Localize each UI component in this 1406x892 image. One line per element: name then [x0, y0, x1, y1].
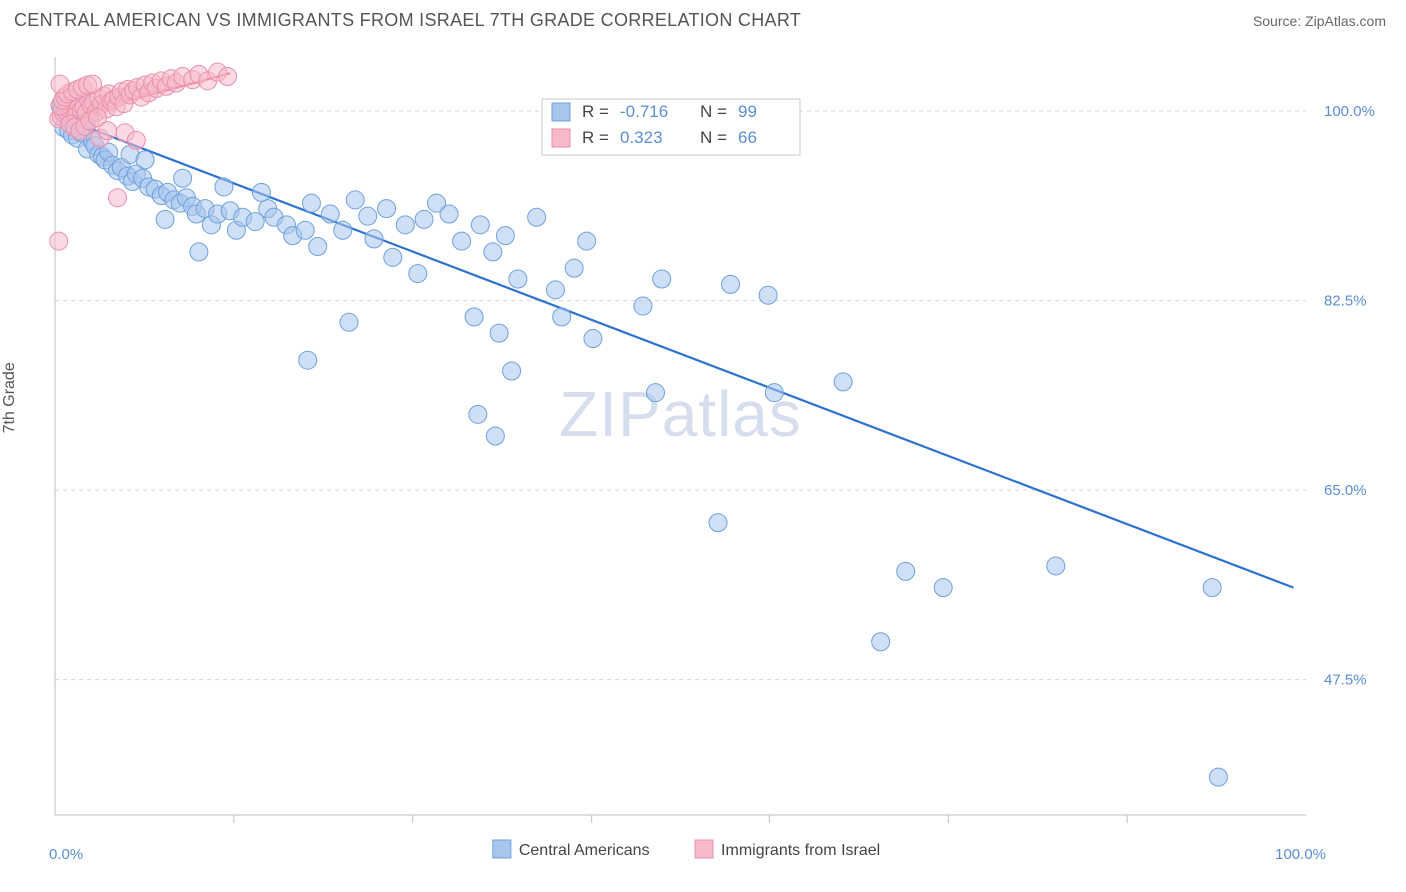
scatter-point [378, 200, 396, 218]
scatter-point [509, 270, 527, 288]
source-attribution: Source: ZipAtlas.com [1253, 13, 1386, 29]
scatter-point [127, 131, 145, 149]
scatter-point [440, 205, 458, 223]
scatter-point [471, 216, 489, 234]
scatter-point [321, 205, 339, 223]
scatter-point [359, 207, 377, 225]
scatter-point [765, 384, 783, 402]
scatter-point [156, 210, 174, 228]
scatter-point [634, 297, 652, 315]
correlation-scatter-chart: 47.5% 65.0% 82.5% 100.0% 0.0% 100.0% ZIPatlas R… [0, 35, 1406, 885]
scatter-point [409, 265, 427, 283]
scatter-point [365, 230, 383, 248]
scatter-point [340, 313, 358, 331]
legend-swatch [695, 840, 713, 858]
legend-r-value: -0.716 [620, 102, 668, 121]
scatter-point [496, 227, 514, 245]
legend-r-label: R = [582, 102, 609, 121]
scatter-point [709, 514, 727, 532]
scatter-point [486, 427, 504, 445]
scatter-point [584, 330, 602, 348]
scatter-point [759, 286, 777, 304]
legend-n-value: 99 [738, 102, 757, 121]
legend-swatch [552, 103, 570, 121]
scatter-point [415, 210, 433, 228]
legend-r-label: R = [582, 128, 609, 147]
scatter-point [302, 194, 320, 212]
scatter-point [565, 259, 583, 277]
scatter-point [528, 208, 546, 226]
scatter-point [334, 221, 352, 239]
scatter-point [174, 169, 192, 187]
scatter-point [346, 191, 364, 209]
scatter-point [109, 189, 127, 207]
y-tick-label: 82.5% [1324, 293, 1367, 310]
stat-legend [542, 99, 800, 155]
legend-swatch [493, 840, 511, 858]
scatter-point [546, 281, 564, 299]
scatter-point [50, 232, 68, 250]
scatter-point [215, 178, 233, 196]
scatter-point [190, 243, 208, 261]
scatter-point [934, 579, 952, 597]
y-axis-label: 7th Grade [1, 362, 19, 433]
scatter-point [503, 362, 521, 380]
scatter-point [99, 122, 117, 140]
scatter-point [84, 75, 102, 93]
scatter-point [1209, 768, 1227, 786]
legend-n-label: N = [700, 128, 727, 147]
scatter-point [296, 221, 314, 239]
x-tick-label: 100.0% [1275, 846, 1326, 863]
legend-r-value: 0.323 [620, 128, 663, 147]
scatter-point [646, 384, 664, 402]
scatter-point [834, 373, 852, 391]
scatter-point [653, 270, 671, 288]
scatter-point [396, 216, 414, 234]
y-tick-label: 47.5% [1324, 672, 1367, 689]
trend-line [59, 117, 1294, 588]
legend-swatch [552, 129, 570, 147]
scatter-point [1047, 557, 1065, 575]
scatter-point [1203, 579, 1221, 597]
y-tick-label: 65.0% [1324, 482, 1367, 499]
scatter-point [872, 633, 890, 651]
scatter-point [578, 232, 596, 250]
scatter-point [309, 238, 327, 256]
y-tick-label: 100.0% [1324, 103, 1375, 120]
legend-n-value: 66 [738, 128, 757, 147]
x-tick-label: 0.0% [49, 846, 83, 863]
scatter-point [51, 75, 69, 93]
scatter-point [136, 151, 154, 169]
series-legend: Central Americans Immigrants from Israel [493, 840, 880, 859]
watermark: ZIPatlas [559, 378, 802, 450]
legend-label: Central Americans [519, 842, 650, 859]
scatter-point [465, 308, 483, 326]
legend-label: Immigrants from Israel [721, 842, 880, 859]
scatter-point [453, 232, 471, 250]
legend-n-label: N = [700, 102, 727, 121]
scatter-point [553, 308, 571, 326]
scatter-point [469, 405, 487, 423]
chart-title: CENTRAL AMERICAN VS IMMIGRANTS FROM ISRA… [14, 10, 801, 31]
scatter-point [484, 243, 502, 261]
scatter-point [299, 351, 317, 369]
scatter-point [722, 275, 740, 293]
scatter-point [252, 183, 270, 201]
scatter-point [219, 67, 237, 85]
scatter-point [897, 562, 915, 580]
scatter-point [490, 324, 508, 342]
scatter-point [384, 248, 402, 266]
